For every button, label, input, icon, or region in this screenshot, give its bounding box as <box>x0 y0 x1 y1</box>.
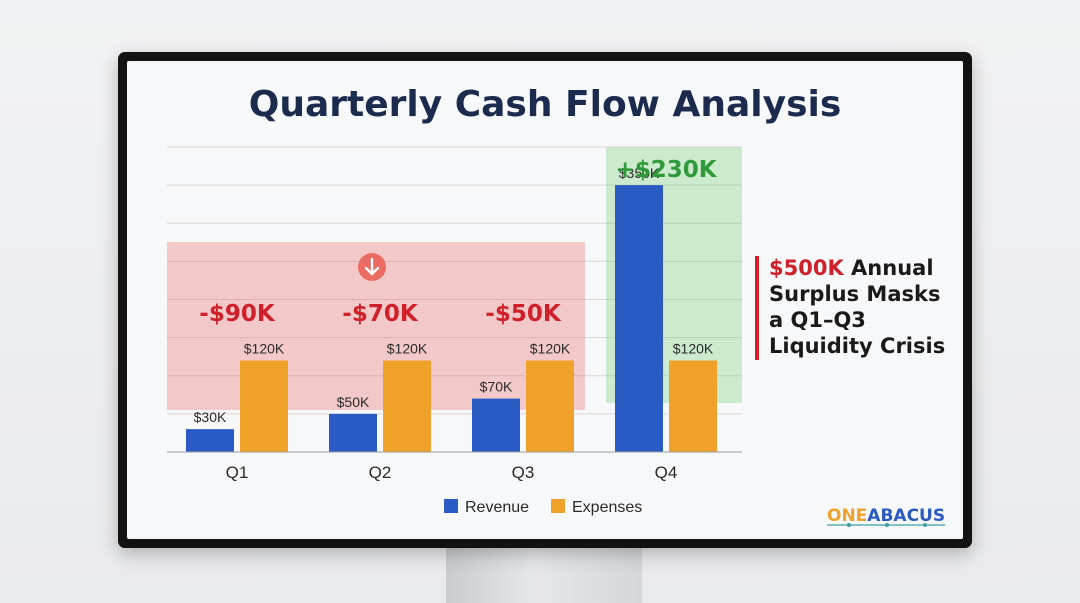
legend: Revenue Expenses <box>444 499 642 516</box>
down-arrow-icon <box>358 253 386 281</box>
bar-expenses-q1 <box>240 360 288 452</box>
monitor-stand <box>446 540 642 603</box>
data-label-revenue-q1: $30K <box>194 409 227 425</box>
legend-swatch-revenue <box>444 499 458 513</box>
callout-line-4: Liquidity Crisis <box>769 334 945 358</box>
x-tick-label-q3: Q3 <box>512 463 535 482</box>
data-label-revenue-q4: $350K <box>619 165 660 181</box>
data-label-expenses-q3: $120K <box>530 341 571 357</box>
bar-expenses-q4 <box>669 360 717 452</box>
callout-line-3: a Q1–Q3 <box>769 308 866 332</box>
legend-swatch-expenses <box>551 499 565 513</box>
callout-bar <box>755 256 759 360</box>
callout-line-1: $500K Annual <box>769 256 934 280</box>
bar-expenses-q2 <box>383 360 431 452</box>
oneabacus-logo: ONEABACUS <box>827 506 945 527</box>
chart-title: Quarterly Cash Flow Analysis <box>249 84 842 125</box>
callout: $500K Annual Surplus Masks a Q1–Q3 Liqui… <box>755 256 945 360</box>
bar-revenue-q3 <box>472 398 520 452</box>
labels-group: $30K $120K Q1 -$90K $50K $120K Q2 -$70K $70K $120… <box>194 157 718 482</box>
data-label-expenses-q2: $120K <box>387 341 428 357</box>
x-tick-label-q2: Q2 <box>369 463 392 482</box>
legend-label-revenue: Revenue <box>465 499 529 516</box>
net-annotation-q1: -$90K <box>199 301 276 327</box>
x-tick-label-q4: Q4 <box>655 463 678 482</box>
net-annotation-q4: +$230K <box>615 157 717 183</box>
bar-revenue-q4 <box>615 185 663 452</box>
logo-text: ONEABACUS <box>827 506 945 526</box>
bar-revenue-q1 <box>186 429 234 452</box>
bar-revenue-q2 <box>329 413 377 452</box>
data-label-expenses-q1: $120K <box>244 341 285 357</box>
monitor-screen: Quarterly Cash Flow Analysis $30K $120K Q1… <box>127 61 963 539</box>
net-annotation-q3: -$50K <box>485 301 562 327</box>
legend-label-expenses: Expenses <box>572 499 642 516</box>
net-annotation-q2: -$70K <box>342 301 419 327</box>
data-label-revenue-q2: $50K <box>337 394 370 410</box>
bars-group <box>186 185 717 452</box>
callout-line-2: Surplus Masks <box>769 282 940 306</box>
bar-expenses-q3 <box>526 360 574 452</box>
data-label-revenue-q3: $70K <box>480 379 513 395</box>
data-label-expenses-q4: $120K <box>673 341 714 357</box>
cash-flow-chart: Quarterly Cash Flow Analysis $30K $120K Q1… <box>167 84 945 527</box>
x-tick-label-q1: Q1 <box>226 463 249 482</box>
monitor-frame: Quarterly Cash Flow Analysis $30K $120K Q1… <box>118 52 972 548</box>
